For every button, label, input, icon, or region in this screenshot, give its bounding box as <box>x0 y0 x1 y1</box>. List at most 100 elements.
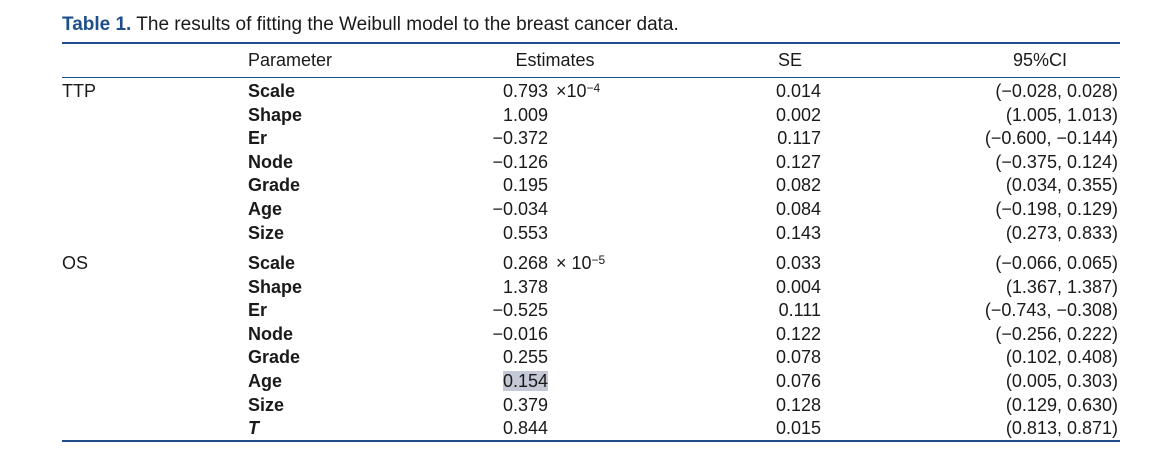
multiplier-base: ×10 <box>556 81 587 101</box>
estimate-cell: 0.379 <box>478 394 548 417</box>
parameter-cell: Node <box>248 151 293 172</box>
se-cell: 0.004 <box>775 276 821 297</box>
parameter-cell: T <box>248 418 259 439</box>
estimate-value: 0.268 <box>502 253 548 273</box>
se-cell: 0.143 <box>775 222 821 243</box>
table-bottom-rule <box>62 440 1120 442</box>
multiplier-exponent: −5 <box>591 253 606 267</box>
group-label: TTP <box>62 81 96 101</box>
ci-cell: (0.102, 0.408) <box>1005 347 1118 368</box>
parameter-cell: Er <box>248 128 268 149</box>
header-ci: 95%CI <box>1012 50 1068 70</box>
multiplier-base: × 10 <box>556 253 592 273</box>
estimate-value: 0.154 <box>502 371 548 391</box>
estimate-cell: 0.195 <box>478 174 548 197</box>
estimate-value: 1.009 <box>502 104 548 125</box>
scientific-multiplier: ×10−4 <box>556 80 600 103</box>
table-row: Grade 0.255 0.078 (0.102, 0.408) <box>0 346 1153 369</box>
se-cell: 0.076 <box>775 371 821 391</box>
table-top-rule <box>62 42 1120 44</box>
ci-cell: (0.034, 0.355) <box>1005 175 1118 196</box>
estimate-cell: 0.553 <box>478 222 548 245</box>
parameter-cell: Scale <box>248 81 296 101</box>
header-estimates: Estimates <box>515 50 595 70</box>
parameter-cell: Size <box>248 222 285 243</box>
ci-cell: (0.813, 0.871) <box>1005 418 1118 439</box>
parameter-cell: Grade <box>248 347 301 368</box>
table-row: TTP Scale 0.793 ×10−4 0.014 (−0.028, 0.028) <box>0 80 1153 103</box>
se-cell: 0.084 <box>775 199 821 219</box>
table-caption-text: The results of fitting the Weibull model… <box>136 14 679 35</box>
table-caption: Table 1. The results of fitting the Weib… <box>62 14 679 36</box>
ci-cell: (−0.256, 0.222) <box>995 323 1118 344</box>
table-row: Shape 1.009 0.002 (1.005, 1.013) <box>0 104 1153 127</box>
table-row: Size 0.553 0.143 (0.273, 0.833) <box>0 222 1153 245</box>
estimate-value: −0.034 <box>492 199 548 219</box>
estimate-value: 0.379 <box>502 394 548 415</box>
parameter-cell: Grade <box>248 175 301 196</box>
table-row: T 0.844 0.015 (0.813, 0.871) <box>0 417 1153 440</box>
estimate-cell: 1.378 <box>478 276 548 299</box>
ci-cell: (−0.066, 0.065) <box>995 253 1118 273</box>
parameter-cell: Er <box>248 300 268 321</box>
se-cell: 0.122 <box>775 323 821 344</box>
estimate-cell: 0.844 <box>478 417 548 440</box>
estimate-value: −0.372 <box>492 128 548 149</box>
table-row: Shape 1.378 0.004 (1.367, 1.387) <box>0 276 1153 299</box>
estimate-value: 0.844 <box>502 418 548 439</box>
table-row: OS Scale 0.268 × 10−5 0.033 (−0.066, 0.065) <box>0 252 1153 275</box>
se-cell: 0.014 <box>775 81 821 101</box>
table-row: Node −0.126 0.127 (−0.375, 0.124) <box>0 151 1153 174</box>
parameter-cell: Size <box>248 394 285 415</box>
table-row: Age 0.154 0.076 (0.005, 0.303) <box>0 370 1153 393</box>
se-cell: 0.002 <box>775 104 821 125</box>
table-header-rule <box>62 77 1120 78</box>
ci-cell: (−0.198, 0.129) <box>995 199 1118 219</box>
ci-cell: (−0.375, 0.124) <box>995 151 1118 172</box>
table-row: Node −0.016 0.122 (−0.256, 0.222) <box>0 323 1153 346</box>
multiplier-exponent: −4 <box>586 81 601 95</box>
parameter-cell: Scale <box>248 253 296 273</box>
se-cell: 0.078 <box>775 347 821 368</box>
se-cell: 0.128 <box>775 394 821 415</box>
estimate-cell: 0.154 <box>478 370 548 393</box>
table-row: Grade 0.195 0.082 (0.034, 0.355) <box>0 174 1153 197</box>
ci-cell: (−0.600, −0.144) <box>984 128 1118 149</box>
se-cell: 0.033 <box>775 253 821 273</box>
estimate-cell: −0.525 <box>478 299 548 322</box>
parameter-cell: Age <box>248 371 283 391</box>
estimate-value: −0.126 <box>492 151 548 172</box>
parameter-cell: Age <box>248 199 283 219</box>
estimate-value: 0.553 <box>502 222 548 243</box>
header-se: SE <box>777 50 802 70</box>
header-parameter: Parameter <box>248 50 333 70</box>
estimate-cell: 0.255 <box>478 346 548 369</box>
estimate-value: 0.793 <box>502 81 548 101</box>
estimate-cell: 1.009 <box>478 104 548 127</box>
table-row: Age −0.034 0.084 (−0.198, 0.129) <box>0 198 1153 221</box>
estimate-cell: 0.793 <box>478 80 548 103</box>
parameter-cell: Shape <box>248 104 303 125</box>
group-label: OS <box>62 253 89 273</box>
estimate-cell: −0.372 <box>478 127 548 150</box>
se-cell: 0.082 <box>775 175 821 196</box>
ci-cell: (0.273, 0.833) <box>1005 222 1118 243</box>
estimate-cell: −0.034 <box>478 198 548 221</box>
ci-cell: (1.367, 1.387) <box>1005 276 1118 297</box>
estimate-value: 1.378 <box>502 276 548 297</box>
estimate-value: 0.195 <box>502 175 548 196</box>
table-label: Table 1. <box>62 14 132 35</box>
table-row: Size 0.379 0.128 (0.129, 0.630) <box>0 394 1153 417</box>
parameter-cell: Shape <box>248 276 303 297</box>
estimate-cell: 0.268 <box>478 252 548 275</box>
ci-cell: (0.005, 0.303) <box>1005 371 1118 391</box>
se-cell: 0.111 <box>778 300 821 321</box>
ci-cell: (−0.028, 0.028) <box>995 81 1118 101</box>
ci-cell: (0.129, 0.630) <box>1005 394 1118 415</box>
ci-cell: (−0.743, −0.308) <box>984 300 1118 321</box>
estimate-value: 0.255 <box>502 347 548 368</box>
se-cell: 0.117 <box>777 128 821 149</box>
se-cell: 0.015 <box>775 418 821 439</box>
estimate-cell: −0.126 <box>478 151 548 174</box>
ci-cell: (1.005, 1.013) <box>1005 104 1118 125</box>
